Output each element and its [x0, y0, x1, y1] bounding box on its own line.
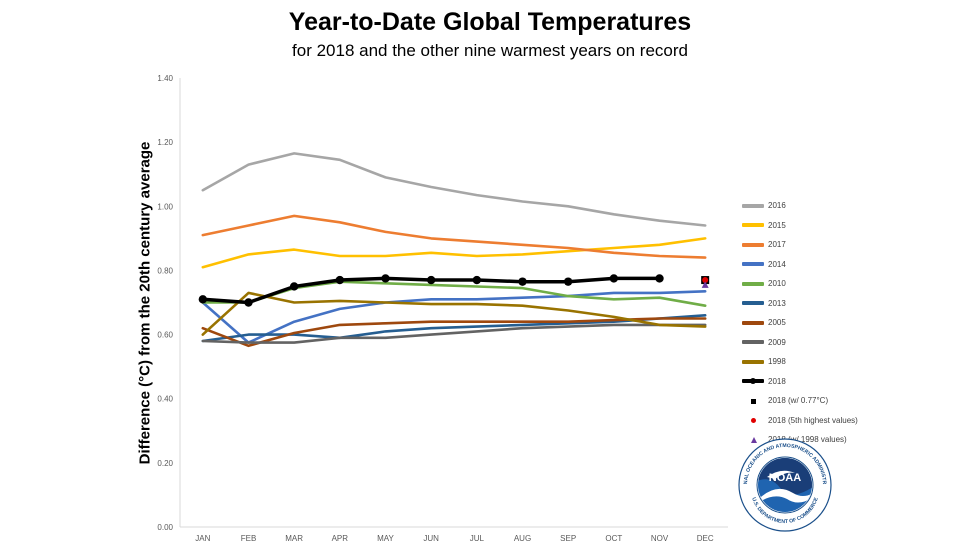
legend-label: 2017 — [768, 240, 786, 250]
y-tick-label: 0.60 — [157, 331, 173, 340]
series-line-2016 — [201, 152, 707, 227]
data-point-2018-MAR — [289, 282, 299, 291]
legend-swatch — [742, 336, 764, 348]
legend-label: 2018 (5th highest values) — [768, 415, 858, 425]
legend-item-2009: 2009 — [742, 333, 858, 353]
legend-swatch — [742, 356, 764, 368]
data-point-2018-NOV — [655, 274, 664, 283]
legend-item-2014: 2014 — [742, 255, 858, 275]
legend-swatch — [742, 200, 764, 212]
x-tick-label: NOV — [651, 534, 669, 543]
legend-swatch — [742, 297, 764, 309]
marker-2018-triangle — [701, 281, 709, 288]
y-tick-label: 0.40 — [157, 395, 173, 404]
x-tick-label: APR — [332, 534, 349, 543]
legend-label: 2018 (w/ 0.77°C) — [768, 396, 829, 406]
legend-swatch — [742, 278, 764, 290]
x-tick-label: MAY — [377, 534, 394, 543]
legend-item-2017: 2017 — [742, 235, 858, 255]
legend-label: 2016 — [768, 201, 786, 211]
legend-label: 2013 — [768, 298, 786, 308]
y-tick-label: 1.00 — [157, 202, 173, 211]
x-tick-label: DEC — [697, 534, 714, 543]
legend-item-2016: 2016 — [742, 196, 858, 216]
y-tick-label: 0.00 — [157, 523, 173, 532]
legend-swatch — [742, 414, 764, 426]
x-tick-label: AUG — [514, 534, 531, 543]
y-tick-label: 1.40 — [157, 74, 173, 83]
legend-swatch — [742, 434, 764, 446]
legend-swatch — [742, 219, 764, 231]
legend-swatch — [742, 239, 764, 251]
data-point-2018-AUG — [518, 277, 527, 286]
chart-title: Year-to-Date Global Temperatures — [288, 8, 692, 36]
chart-subtitle: for 2018 and the other nine warmest year… — [292, 41, 688, 60]
marker-2018-circle — [702, 277, 709, 284]
series-line-1998 — [201, 291, 707, 336]
legend-swatch — [742, 258, 764, 270]
legend-item-2015: 2015 — [742, 216, 858, 236]
noaa-logo-text: NOAA — [769, 472, 801, 484]
chart-legend: 2016 2015 2017 2014 2010 2013 2005 2009 1998 2018… — [742, 196, 858, 450]
series-line-2017 — [201, 214, 707, 259]
series-line-2015 — [201, 237, 707, 269]
x-tick-label: FEB — [241, 534, 257, 543]
x-tick-label: MAR — [285, 534, 303, 543]
data-point-2018-JUL — [472, 275, 482, 285]
data-point-2018-MAY — [381, 274, 390, 283]
x-tick-label: JUN — [423, 534, 439, 543]
data-point-2018-APR — [335, 275, 345, 285]
legend-label: 2009 — [768, 337, 786, 347]
series-line-2005 — [201, 317, 707, 348]
x-tick-label: OCT — [605, 534, 622, 543]
data-point-2018-JAN — [198, 295, 208, 304]
legend-label: 2015 — [768, 220, 786, 230]
data-point-2018-OCT — [609, 274, 619, 283]
legend-label: 2018 (w/ 1998 values) — [768, 435, 847, 445]
series-line-2014 — [201, 290, 707, 344]
x-tick-label: JUL — [470, 534, 485, 543]
data-point-2018-FEB — [244, 298, 253, 307]
legend-swatch — [742, 395, 764, 407]
data-point-2018-SEP — [563, 277, 573, 286]
legend-swatch — [742, 375, 764, 387]
legend-item-marker: 2018 (5th highest values) — [742, 411, 858, 431]
legend-item-2010: 2010 — [742, 274, 858, 294]
legend-item-2018: 2018 — [742, 372, 858, 392]
legend-label: 2010 — [768, 279, 786, 289]
legend-label: 1998 — [768, 357, 786, 367]
series-line-2009 — [201, 323, 707, 344]
data-point-2018-JUN — [426, 275, 436, 285]
y-tick-label: 1.20 — [157, 138, 173, 147]
noaa-logo: NOAA NATIONAL OCEANIC AND ATMOSPHERIC AD… — [737, 437, 832, 532]
legend-label: 2018 — [768, 376, 786, 386]
x-tick-label: SEP — [560, 534, 576, 543]
legend-item-1998: 1998 — [742, 352, 858, 372]
y-tick-label: 0.20 — [157, 459, 173, 468]
legend-item-marker: 2018 (w/ 1998 values) — [742, 430, 858, 450]
legend-label: 2005 — [768, 318, 786, 328]
legend-label: 2014 — [768, 259, 786, 269]
legend-swatch — [742, 317, 764, 329]
legend-item-2005: 2005 — [742, 313, 858, 333]
x-tick-label: JAN — [195, 534, 210, 543]
legend-item-2013: 2013 — [742, 294, 858, 314]
y-tick-label: 0.80 — [157, 266, 173, 275]
legend-item-marker: 2018 (w/ 0.77°C) — [742, 391, 858, 411]
